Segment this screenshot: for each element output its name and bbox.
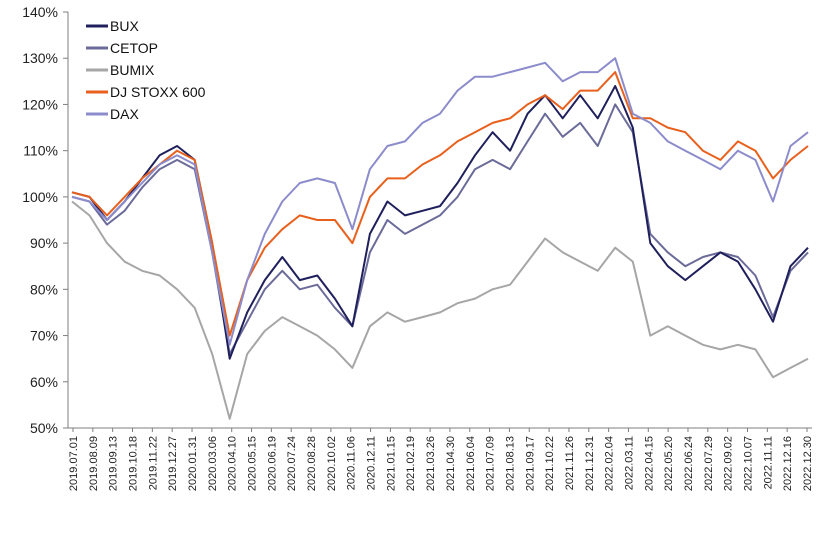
x-tick-label: 2022.05.20 <box>663 436 675 491</box>
legend-label-dj-stoxx-600: DJ STOXX 600 <box>110 84 206 100</box>
x-tick-label: 2022.04.15 <box>643 436 655 491</box>
x-tick-label: 2021.08.13 <box>504 436 516 491</box>
x-tick-label: 2020.03.06 <box>207 436 219 491</box>
x-tick-label: 2021.09.17 <box>524 436 536 491</box>
x-tick-label: 2020.06.19 <box>266 436 278 491</box>
x-tick-label: 2022.09.02 <box>723 436 735 491</box>
x-tick-label: 2021.10.22 <box>544 436 556 491</box>
x-tick-label: 2020.07.24 <box>286 436 298 491</box>
x-tick-label: 2022.07.29 <box>703 436 715 491</box>
x-tick-label: 2019.12.27 <box>167 436 179 491</box>
x-tick-label: 2021.04.30 <box>445 436 457 491</box>
y-tick-label: 70% <box>30 328 58 344</box>
x-tick-label: 2020.12.11 <box>366 436 378 490</box>
y-tick-label: 60% <box>30 374 58 390</box>
x-tick-label: 2019.08.09 <box>88 436 100 491</box>
x-tick-label: 2021.12.31 <box>584 436 596 491</box>
x-tick-label: 2019.10.18 <box>128 436 140 491</box>
x-tick-label: 2022.10.07 <box>742 436 754 491</box>
x-tick-label: 2020.10.02 <box>326 436 338 491</box>
x-tick-label: 2020.04.10 <box>227 436 239 491</box>
x-tick-label: 2020.01.31 <box>187 436 199 491</box>
y-tick-label: 130% <box>22 50 58 66</box>
x-tick-label: 2022.11.11 <box>762 436 774 489</box>
x-tick-label: 2019.07.01 <box>68 436 80 491</box>
legend-label-bumix: BUMIX <box>110 62 155 78</box>
legend-label-bux: BUX <box>110 18 139 34</box>
series-layer <box>71 57 809 420</box>
series-line-dj-stoxx-600 <box>71 71 809 337</box>
x-tick-label: 2021.07.09 <box>485 436 497 491</box>
x-tick-label: 2022.12.16 <box>782 436 794 491</box>
x-tick-label: 2022.03.11 <box>623 436 635 490</box>
x-tick-label: 2021.01.15 <box>385 436 397 491</box>
y-tick-label: 140% <box>22 4 58 20</box>
x-tick-label: 2020.11.06 <box>346 436 358 490</box>
y-tick-label: 50% <box>30 420 58 436</box>
legend-label-cetop: CETOP <box>110 40 158 56</box>
x-tick-label: 2022.06.24 <box>683 436 695 491</box>
y-tick-label: 120% <box>22 96 58 112</box>
series-line-bumix <box>71 200 809 420</box>
x-tick-label: 2022.12.30 <box>802 436 814 491</box>
x-axis: 2019.07.01 2019.08.09 2019.09.13 2019.10.18… <box>68 427 814 491</box>
y-axis: 50% 60% 70% 80% 90% 100% 110% 120% 130% 140% <box>22 4 69 436</box>
x-tick-label: 2021.03.26 <box>425 436 437 491</box>
y-tick-label: 80% <box>30 281 58 297</box>
x-tick-label: 2020.05.15 <box>247 436 259 491</box>
x-tick-label: 2019.09.13 <box>108 436 120 491</box>
x-tick-label: 2020.08.28 <box>306 436 318 491</box>
y-tick-label: 100% <box>22 189 58 205</box>
x-tick-label: 2021.02.19 <box>405 436 417 491</box>
y-tick-label: 90% <box>30 235 58 251</box>
x-tick-label: 2021.06.04 <box>465 436 477 491</box>
series-line-dax <box>71 57 809 346</box>
x-tick-label: 2021.11.26 <box>564 436 576 490</box>
series-line-cetop <box>71 103 809 355</box>
x-tick-label: 2022.02.04 <box>604 436 616 491</box>
x-tick-label: 2019.11.22 <box>147 436 159 490</box>
y-tick-label: 110% <box>23 143 58 159</box>
legend: BUX CETOP BUMIX DJ STOXX 600 DAX <box>86 18 206 122</box>
legend-label-dax: DAX <box>110 106 139 122</box>
series-line-bux <box>71 85 809 360</box>
